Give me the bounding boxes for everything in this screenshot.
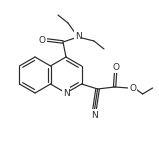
Text: N: N — [91, 111, 98, 120]
Text: N: N — [63, 88, 69, 97]
Text: O: O — [38, 35, 45, 45]
Text: N: N — [75, 31, 81, 41]
Text: O: O — [112, 62, 119, 71]
Text: O: O — [129, 83, 136, 92]
